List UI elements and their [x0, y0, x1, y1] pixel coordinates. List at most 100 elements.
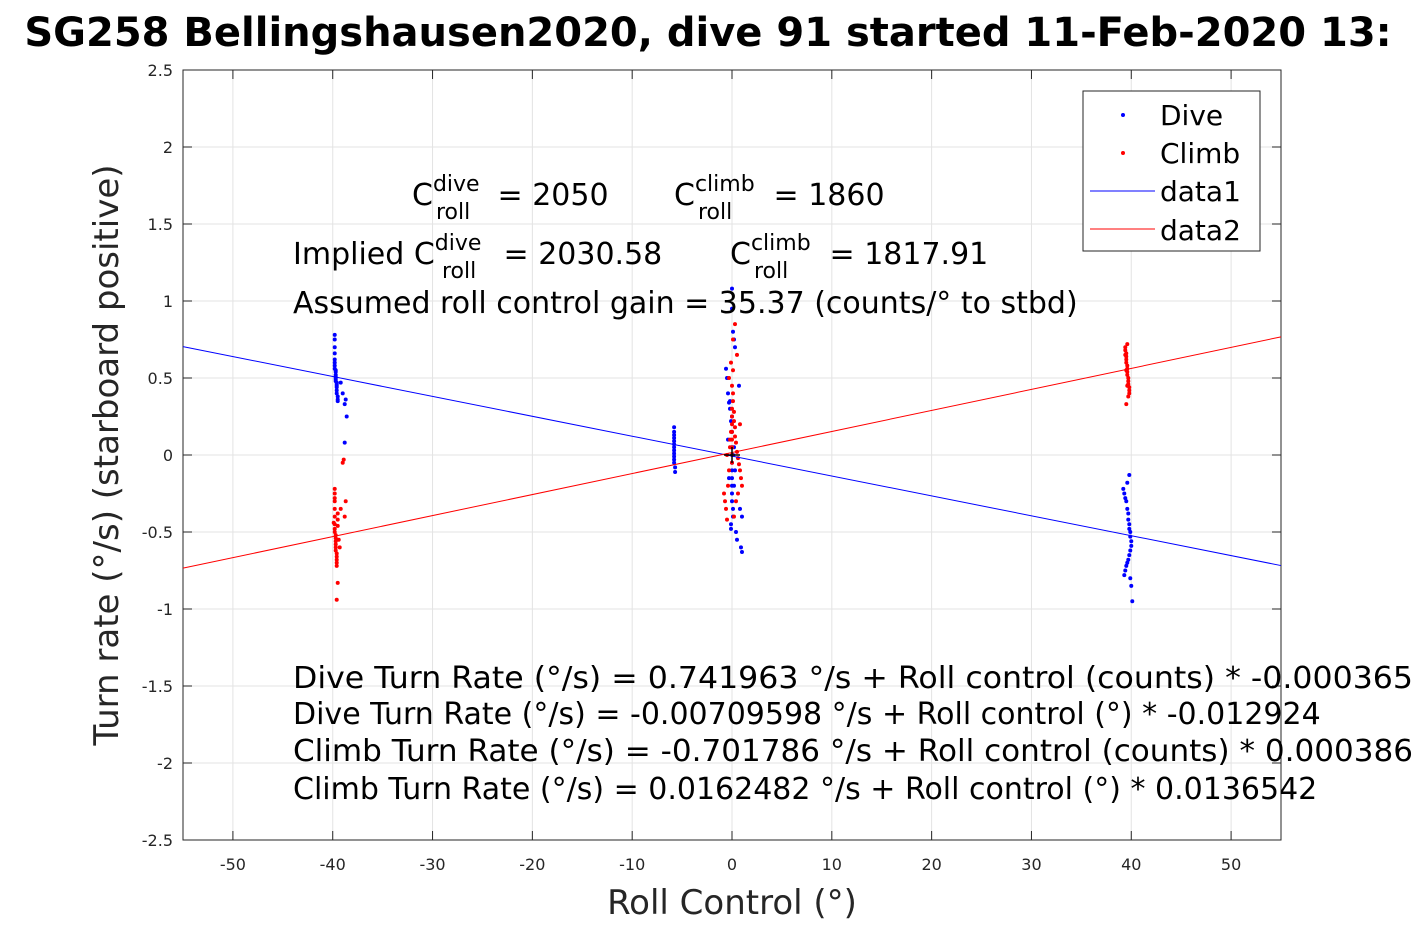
dive-point: [334, 391, 339, 396]
x-tick-label: -30: [419, 855, 445, 874]
dive-point: [343, 397, 348, 402]
legend-climb-marker: [1121, 151, 1125, 155]
climb-point: [1123, 352, 1128, 357]
climb-point: [730, 337, 735, 342]
dive-point: [729, 522, 734, 527]
climb-point: [730, 368, 735, 373]
dive-point: [1121, 486, 1126, 491]
dive-point: [1129, 543, 1134, 548]
equation-3: Climb Turn Rate (°/s) = -0.701786 °/s + …: [293, 734, 1413, 769]
climb-point: [730, 422, 734, 427]
implied-climb-sub: roll: [754, 259, 788, 284]
legend-box: [1082, 90, 1261, 252]
dive-point: [1129, 583, 1134, 588]
climb-point: [734, 352, 739, 357]
implied-dive-sup: dive: [435, 231, 482, 256]
climb-point: [738, 476, 743, 481]
legend-dive-marker: [1121, 113, 1125, 117]
climb-point: [1125, 372, 1130, 377]
climb-point: [333, 548, 338, 553]
dive-point: [342, 440, 347, 445]
implied-dive-annotation: Implied Cdive roll = 2030.58: [293, 231, 662, 284]
climb-point: [739, 483, 744, 488]
dive-point: [739, 550, 744, 555]
dive-point: [332, 351, 337, 356]
y-tick-label: -0.5: [142, 523, 173, 542]
legend-climb-label: Climb: [1160, 137, 1240, 170]
climb-point: [1127, 391, 1132, 396]
dive-point: [1122, 491, 1127, 496]
x-tick-label: 10: [822, 855, 842, 874]
dive-point: [1123, 496, 1128, 501]
dive-point: [732, 468, 737, 473]
climb-point: [342, 514, 347, 519]
dive-point: [730, 329, 735, 334]
implied-climb-sup: climb: [751, 231, 811, 256]
climb-point: [332, 486, 337, 491]
climb-point: [336, 537, 341, 542]
dive-point: [733, 530, 738, 534]
climb-point: [731, 419, 736, 424]
dive-point: [672, 451, 677, 456]
x-tick-label: -10: [619, 855, 645, 874]
y-tick-label: 2.5: [148, 61, 173, 80]
climb-point: [730, 429, 734, 434]
climb-point: [729, 360, 734, 365]
legend: Dive Climb data1 data2: [1082, 90, 1261, 252]
c-dive-post: = 2050: [488, 178, 609, 213]
climb-point: [733, 440, 738, 445]
implied-climb-pre: C: [730, 237, 751, 272]
dive-point: [737, 506, 742, 511]
y-tick-label: 1.5: [148, 215, 173, 234]
dive-point: [1125, 480, 1130, 485]
climb-point: [335, 580, 340, 585]
implied-climb-post: = 1817.91: [820, 237, 988, 272]
climb-point: [331, 520, 336, 525]
dive-point: [1125, 506, 1130, 511]
x-tick-label: -50: [220, 855, 246, 874]
x-tick-label: 0: [727, 855, 737, 874]
implied-climb-annotation: Cclimb roll = 1817.91: [730, 231, 988, 284]
climb-point: [730, 406, 734, 411]
dive-point: [730, 306, 734, 311]
implied-dive-pre: Implied C: [293, 237, 435, 272]
y-tick-label: 1: [163, 292, 173, 311]
dive-point: [334, 388, 339, 393]
climb-point: [343, 499, 348, 504]
dive-point: [342, 402, 347, 407]
dive-point: [672, 460, 677, 465]
dive-point: [731, 483, 736, 488]
climb-point: [334, 563, 339, 568]
climb-point: [1124, 402, 1129, 407]
climb-point: [332, 514, 337, 519]
c-dive-sup: dive: [433, 172, 480, 197]
dive-point: [672, 425, 677, 430]
dive-point: [673, 469, 678, 474]
climb-point: [334, 560, 339, 565]
c-climb-sub: roll: [698, 200, 732, 225]
dive-point: [1127, 553, 1132, 558]
dive-point: [672, 457, 677, 462]
dive-point: [729, 526, 734, 531]
dive-point: [335, 394, 340, 399]
climb-point: [337, 545, 342, 550]
x-tick-label: 50: [1221, 855, 1241, 874]
climb-point: [737, 468, 742, 473]
dive-point: [672, 432, 677, 437]
dive-point: [672, 429, 677, 434]
c-climb-sup: climb: [695, 172, 755, 197]
equation-4: Climb Turn Rate (°/s) = 0.0162482 °/s + …: [293, 772, 1317, 807]
dive-point: [672, 445, 677, 450]
climb-point: [334, 554, 339, 559]
ticks: -50 -40 -30 -20 -10 0 10 20 30 40 50-2.5-2-1.5-1-0…: [142, 61, 1282, 874]
climb-point: [1127, 388, 1132, 393]
dive-point: [1122, 573, 1127, 578]
climb-point: [333, 545, 338, 550]
climb-point: [340, 460, 345, 465]
dive-point: [730, 491, 734, 496]
x-tick-label: -20: [519, 855, 545, 874]
c-climb-annotation: Cclimb roll = 1860: [674, 172, 885, 225]
dive-point: [738, 545, 743, 550]
y-tick-label: 2: [163, 138, 173, 157]
